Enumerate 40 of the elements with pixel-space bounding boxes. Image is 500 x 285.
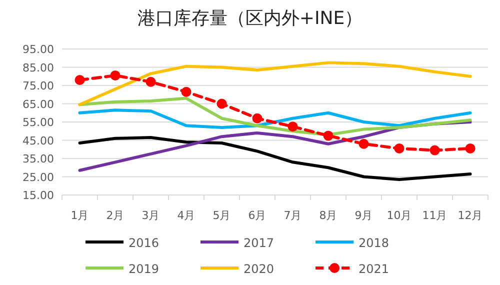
y-tick-label: 45.00: [22, 134, 54, 148]
point: [216, 98, 227, 109]
point: [288, 122, 298, 132]
legend-label: 2021: [358, 262, 390, 276]
point: [430, 145, 440, 156]
y-tick-label: 75.00: [22, 80, 54, 92]
x-tick-label: 8月: [319, 209, 338, 222]
point: [181, 86, 192, 97]
point: [252, 113, 262, 124]
point: [394, 143, 404, 154]
chart-title: 港口库存量（区内外+INE）: [137, 8, 363, 29]
legend-label: 2020: [244, 262, 274, 276]
x-tick-label: 10月: [386, 209, 412, 222]
legend-label: 2019: [128, 262, 160, 276]
y-tick-label: 95.00: [22, 43, 54, 56]
x-tick-label: 4月: [177, 209, 196, 222]
point: [74, 75, 85, 86]
y-tick-label: 15.00: [22, 189, 54, 202]
x-tick-label: 2月: [106, 209, 124, 222]
point: [358, 138, 369, 149]
x-tick-label: 11月: [422, 209, 448, 222]
legend-label: 2016: [128, 236, 160, 250]
x-tick-label: 6月: [248, 209, 266, 222]
x-tick-label: 9月: [354, 209, 373, 222]
point: [146, 76, 156, 87]
y-tick-label: 55.00: [22, 116, 54, 129]
y-tick-label: 85.00: [22, 61, 54, 74]
y-tick-label: 35.00: [22, 152, 54, 166]
x-tick-label: 3月: [142, 209, 160, 222]
legend-label: 2017: [244, 236, 274, 250]
point: [110, 70, 120, 80]
point: [323, 130, 334, 141]
y-tick-label: 25.00: [22, 170, 54, 184]
x-tick-label: 1月: [70, 209, 89, 222]
x-tick-label: 12月: [458, 209, 483, 222]
x-tick-label: 5月: [212, 209, 231, 222]
y-tick-label: 65.00: [22, 98, 54, 111]
legend-label: 2018: [358, 236, 390, 250]
point: [465, 143, 476, 154]
x-tick-label: 7月: [284, 209, 302, 222]
